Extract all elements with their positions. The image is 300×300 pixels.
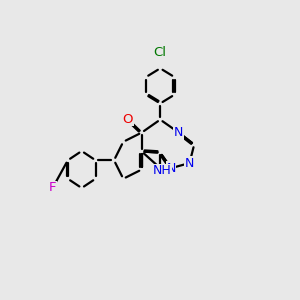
Text: F: F bbox=[49, 182, 56, 194]
Text: N: N bbox=[185, 157, 194, 169]
Text: N: N bbox=[174, 126, 183, 139]
Text: Cl: Cl bbox=[154, 46, 167, 59]
Text: NH: NH bbox=[153, 164, 171, 177]
Text: N: N bbox=[167, 162, 176, 175]
Text: O: O bbox=[123, 113, 133, 126]
